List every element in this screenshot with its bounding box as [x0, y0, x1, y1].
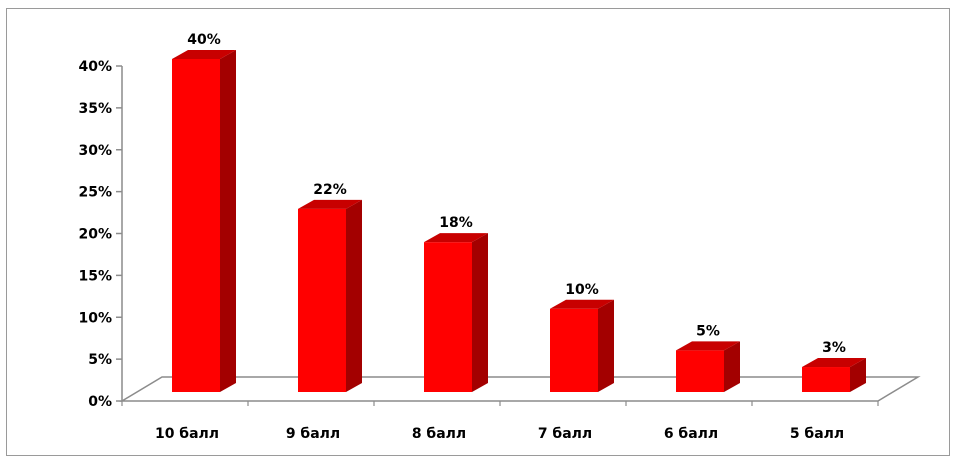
y-tick-label: 40% [78, 59, 112, 75]
floor-plane [119, 376, 921, 402]
bar-side [724, 341, 740, 392]
bar-top [424, 233, 488, 243]
y-tick-label: 5% [88, 352, 112, 368]
bar-side [850, 358, 866, 392]
data-label: 18% [439, 215, 473, 231]
x-category-label: 10 балл [155, 426, 219, 442]
data-label: 3% [822, 340, 846, 356]
bar [298, 208, 346, 392]
data-label: 40% [187, 32, 221, 48]
y-tick-label: 30% [78, 143, 112, 159]
bar-side [598, 299, 614, 392]
bar-top [298, 199, 362, 209]
bar [424, 242, 472, 392]
y-tick-label: 10% [78, 310, 112, 326]
bar-side [346, 199, 362, 392]
bar-top [802, 358, 866, 368]
bar [802, 367, 850, 392]
y-tick-label: 20% [78, 227, 112, 243]
bar [676, 350, 724, 392]
x-category-label: 8 балл [412, 426, 466, 442]
bar-top [676, 341, 740, 351]
x-category-label: 5 балл [790, 426, 844, 442]
x-category-label: 9 балл [286, 426, 340, 442]
bar-side [472, 233, 488, 392]
data-label: 22% [313, 182, 347, 198]
y-tick-label: 0% [88, 394, 112, 410]
x-category-label: 7 балл [538, 426, 592, 442]
bar [172, 59, 220, 392]
data-label: 10% [565, 282, 599, 298]
bar-top [550, 299, 614, 309]
y-tick-label: 15% [78, 268, 112, 284]
data-label: 5% [696, 323, 720, 339]
bar-top [172, 50, 236, 59]
x-category-label: 6 балл [664, 426, 718, 442]
bar-side [220, 50, 236, 392]
bar [550, 308, 598, 392]
y-tick-label: 35% [78, 101, 112, 117]
y-tick-label: 25% [78, 185, 112, 201]
